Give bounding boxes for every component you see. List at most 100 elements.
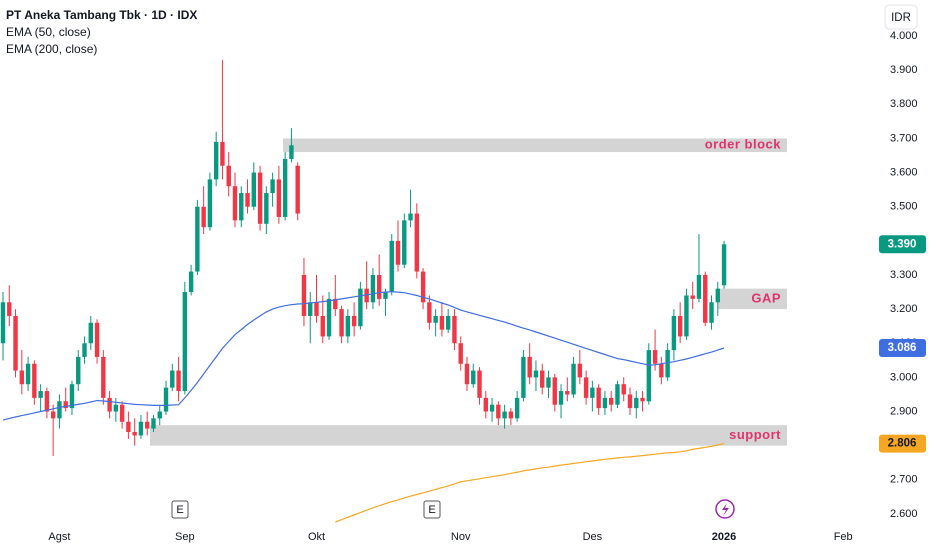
candle-body [427, 302, 432, 323]
candle-body [88, 322, 93, 344]
candle-body [715, 288, 720, 303]
candle-body [464, 363, 470, 385]
candle-body [270, 179, 275, 194]
y-tick-label: 4.000 [890, 30, 918, 42]
currency-box[interactable] [884, 4, 918, 30]
candle-body [157, 411, 162, 419]
candle-body [420, 271, 426, 303]
candle-body [552, 377, 557, 405]
y-tick-label: 2.600 [890, 508, 918, 520]
x-tick-label: Nov [451, 531, 471, 543]
candle-body [646, 350, 652, 402]
candle-body [82, 343, 87, 357]
candle-body [333, 298, 338, 310]
candle-body [508, 411, 514, 419]
candle-body [583, 377, 589, 398]
candle-body [351, 315, 357, 327]
price-label: 3.390 [888, 238, 917, 250]
candle-body [489, 404, 495, 412]
y-tick-label: 3.600 [890, 166, 918, 178]
candle-body [652, 350, 658, 364]
candle-body [696, 274, 702, 299]
candle-body [232, 186, 238, 221]
candle-body [703, 274, 708, 323]
candle-body [558, 391, 564, 405]
candle-body [565, 391, 570, 395]
x-tick-label: 2026 [712, 531, 736, 543]
candle-body [308, 302, 313, 316]
candle-body [182, 292, 188, 392]
candle-body [533, 370, 539, 378]
dividend-bolt [722, 503, 729, 516]
candle-body [76, 356, 81, 385]
candle-body [138, 421, 144, 436]
candle-body [314, 302, 319, 316]
candle-body [445, 315, 451, 330]
candle-body [19, 370, 25, 385]
candle-body [395, 240, 401, 265]
candle-body [634, 397, 639, 409]
candle-body [514, 397, 520, 419]
candle-body [326, 298, 332, 337]
candle-body [458, 343, 463, 364]
candle-body [621, 384, 626, 395]
candle-body [107, 397, 112, 412]
price-label-box [879, 339, 926, 358]
zone-label: GAP [751, 290, 781, 305]
candle-body [471, 370, 476, 385]
candle-body [113, 404, 119, 412]
zone [718, 288, 787, 310]
candle-body [207, 179, 213, 228]
candle-body [201, 206, 206, 228]
candle-body [38, 391, 43, 398]
candle-body [63, 401, 68, 409]
candle-body [7, 302, 12, 316]
candle-body [602, 397, 608, 409]
candle-body [483, 397, 488, 412]
candle-body [364, 288, 369, 303]
candle-body [370, 274, 376, 303]
candle-body [213, 141, 219, 180]
candle-body [57, 401, 62, 419]
candle-body [577, 363, 583, 378]
candle-body [25, 363, 31, 385]
y-tick-label: 3.000 [890, 371, 918, 383]
candle-body [627, 394, 633, 409]
candle-body [709, 302, 714, 323]
candle-body [383, 292, 388, 299]
candle-body [257, 172, 263, 224]
price-label: 3.086 [888, 342, 917, 354]
candle-body [126, 421, 131, 433]
price-label-box [879, 434, 926, 453]
candle-body [320, 315, 325, 337]
candle-body [659, 363, 664, 378]
y-tick-label: 3.500 [890, 201, 918, 213]
price-label-box [879, 235, 926, 254]
chart-title: PT Aneka Tambang Tbk · 1D · IDX [6, 8, 197, 22]
candle-body [477, 370, 482, 398]
event-label: E [428, 504, 435, 516]
candle-body [571, 363, 576, 395]
candle-body [119, 404, 125, 422]
candle-body [527, 356, 532, 378]
candle-body [0, 302, 6, 344]
candle-body [439, 315, 445, 330]
candle-body [251, 172, 256, 207]
candle-body [94, 322, 100, 357]
candle-body [339, 309, 344, 337]
candle-body [282, 158, 288, 217]
y-tick-label: 3.900 [890, 64, 918, 76]
candle-body [188, 271, 194, 293]
candle-body [640, 397, 645, 402]
candle-body [245, 193, 250, 207]
y-tick-label: 3.300 [890, 269, 918, 281]
candle-body [596, 387, 601, 409]
candle-body [590, 387, 595, 398]
currency[interactable]: IDR [891, 12, 911, 24]
candle-body [44, 391, 50, 412]
candle-body [151, 418, 156, 429]
candle-body [176, 370, 181, 392]
candle-body [276, 179, 282, 217]
event-box [171, 500, 189, 519]
